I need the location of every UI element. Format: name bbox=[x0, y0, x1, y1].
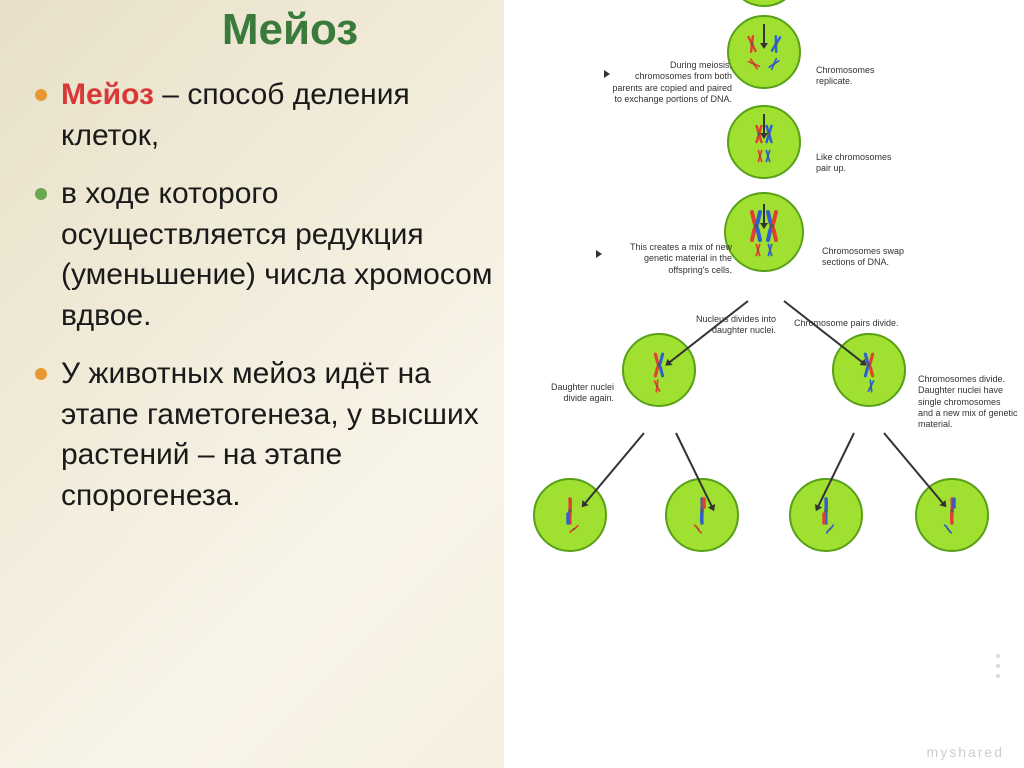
arrow-down-icon bbox=[763, 24, 765, 44]
arrow-diag-icon bbox=[883, 432, 944, 504]
slide: Мейоз Мейоз – способ деления клеток, в хо… bbox=[0, 0, 1024, 768]
bullet-dot-icon bbox=[35, 368, 47, 380]
nav-dot bbox=[996, 664, 1000, 668]
diagram-label: Chromosomes divide. Daughter nuclei have… bbox=[918, 374, 1018, 430]
bullet-item: У животных мейоз идёт на этапе гаметоген… bbox=[35, 354, 505, 516]
cell-parent bbox=[727, 0, 801, 7]
bullet-dot-icon bbox=[35, 89, 47, 101]
cell-g4 bbox=[915, 478, 989, 552]
diagram-label: Chromosomes swap sections of DNA. bbox=[822, 246, 922, 269]
marker-icon bbox=[596, 250, 602, 258]
nav-dot bbox=[996, 674, 1000, 678]
bullet-item: Мейоз – способ деления клеток, bbox=[35, 75, 505, 156]
arrow-down-icon bbox=[763, 114, 765, 134]
content-panel: Мейоз Мейоз – способ деления клеток, в хо… bbox=[15, 5, 505, 534]
watermark: myshared bbox=[927, 744, 1004, 760]
marker-icon bbox=[604, 70, 610, 78]
nav-dot bbox=[996, 654, 1000, 658]
page-title: Мейоз bbox=[75, 5, 505, 55]
cell-d2 bbox=[832, 333, 906, 407]
bullet-dot-icon bbox=[35, 188, 47, 200]
diagram-label: Chromosomes replicate. bbox=[816, 65, 906, 88]
arrow-down-icon bbox=[763, 204, 765, 224]
bullet-list: Мейоз – способ деления клеток, в ходе кот… bbox=[15, 75, 505, 516]
diagram-label: This creates a mix of new genetic materi… bbox=[602, 242, 732, 276]
meiosis-diagram: Chromosomes from ParentsCell NucleusDuri… bbox=[504, 0, 1024, 768]
nav-dots bbox=[996, 654, 1000, 678]
arrow-diag-icon bbox=[783, 300, 863, 363]
bullet-text: в ходе которого осуществляется редукция … bbox=[61, 174, 505, 336]
bullet-text: У животных мейоз идёт на этапе гаметоген… bbox=[61, 354, 505, 516]
bullet-item: в ходе которого осуществляется редукция … bbox=[35, 174, 505, 336]
diagram-label: Daughter nuclei divide again. bbox=[534, 382, 614, 405]
diagram-label: During meiosis, chromosomes from both pa… bbox=[612, 60, 732, 105]
cell-d1 bbox=[622, 333, 696, 407]
bullet-text: Мейоз – способ деления клеток, bbox=[61, 75, 505, 156]
diagram-label: Like chromosomes pair up. bbox=[816, 152, 906, 175]
arrow-diag-icon bbox=[584, 432, 645, 504]
